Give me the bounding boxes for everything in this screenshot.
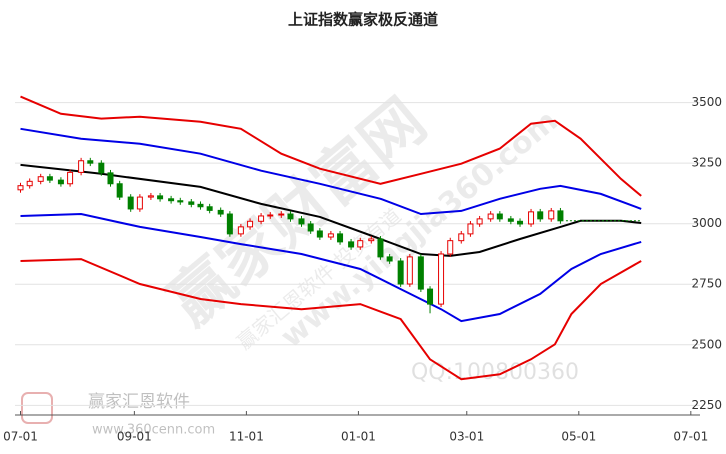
candle-body [377,238,384,258]
candle-body [487,213,494,220]
candle-body [417,256,424,290]
candle-body [337,233,344,243]
x-tick-label: 11-01 [229,430,264,444]
candle-body [287,213,294,220]
candle-body [517,220,524,225]
candle-body [37,176,44,182]
candle-body [57,179,64,185]
candle-body [476,218,483,225]
candle-body [247,220,254,228]
candle-body [278,213,285,216]
candle-body [67,171,74,185]
candle-body [357,240,364,248]
y-tick-label: 2250 [691,398,722,412]
candle-body [458,233,465,242]
candle-body [397,260,404,285]
channel-line [20,258,642,381]
candle-body [237,226,244,235]
candle-body [307,223,314,232]
candle-body [438,253,445,305]
channel-line [20,95,642,197]
candle-body [496,213,503,220]
candle-body [206,206,213,211]
candle-body [557,210,564,222]
candle-body [17,185,24,191]
y-tick-label: 2750 [691,277,722,291]
candle-body [537,211,544,220]
candle-body [368,238,375,242]
candle-body [447,240,454,255]
candle-body [26,180,33,187]
candle-body [127,196,134,210]
candle-body [528,211,535,225]
candle-body [197,203,204,208]
x-tick-label: 01-01 [341,430,376,444]
x-tick-label: 07-01 [3,430,38,444]
candle-body [406,256,413,285]
candle-body [548,210,555,220]
candle-body [226,213,233,235]
candle-body [507,218,514,222]
candle-body [168,198,175,202]
watermark: 赢家汇恩软件 [88,392,190,412]
candle-body [217,209,224,215]
chart-title: 上证指数赢家极反通道 [288,11,438,29]
candle-body [78,160,85,173]
candle-body [386,256,393,262]
candle-body [98,162,105,174]
candle-body [348,241,355,248]
candle-body [298,218,305,225]
watermark: www.360cenn.com [92,423,215,438]
y-tick-label: 3000 [691,216,722,230]
y-tick-label: 2500 [691,337,722,351]
x-tick-label: 03-01 [449,430,484,444]
candle-body [116,183,123,198]
candle-body [427,288,434,305]
candle-body [46,176,53,181]
x-tick-label: 05-01 [561,430,596,444]
candle-body [467,223,474,235]
candle-body [107,172,114,185]
y-tick-label: 3250 [691,156,722,170]
candle-body [157,195,164,200]
candle-body [316,230,323,238]
candle-body [258,215,265,222]
channel-line [20,163,642,257]
candle-body [136,196,143,210]
y-tick-label: 3500 [691,95,722,109]
candle-body [147,195,154,198]
channel-line [20,212,642,323]
candle-body [188,201,195,205]
channel-line [20,127,642,216]
candle-body [87,160,94,164]
watermark-layer: 赢家财富网 赢家汇恩软件 投资有道 www.yingjia360.com QQ:… [21,84,579,438]
x-tick-label: 07-01 [673,430,708,444]
logo-icon [21,392,53,424]
candle-body [177,200,184,203]
x-tick-label: 09-01 [117,430,152,444]
candle-body [327,233,334,238]
candle-body [267,214,274,217]
